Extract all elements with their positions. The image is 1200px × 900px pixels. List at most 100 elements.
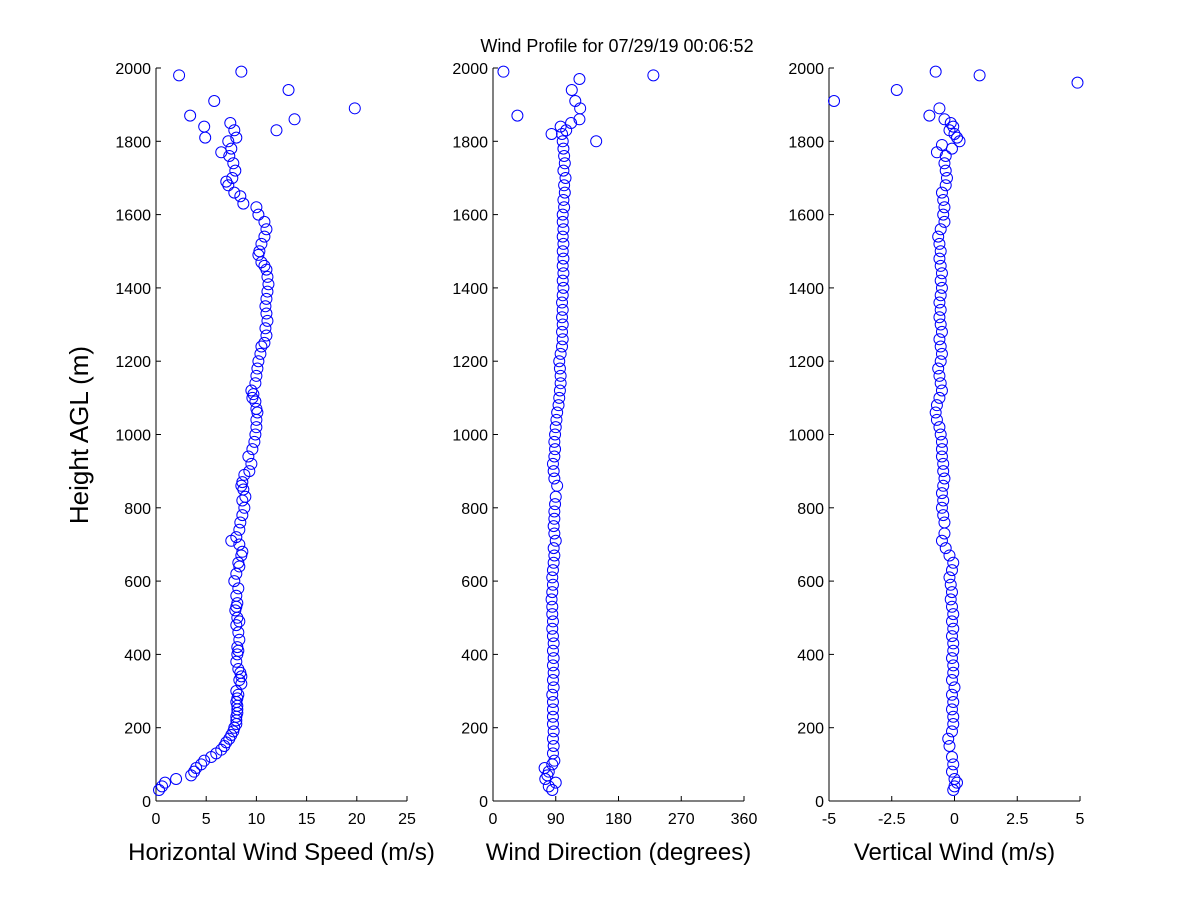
data-point [255,340,268,353]
data-point [557,223,570,236]
data-point [551,479,564,492]
data-point [228,186,241,199]
data-point [259,300,272,313]
data-point [945,751,958,764]
data-point [547,542,560,555]
data-point [947,556,960,569]
data-point [933,311,946,324]
data-point [546,615,559,628]
data-point [556,230,569,243]
figure-title: Wind Profile for 07/29/19 00:06:52 [480,36,753,56]
data-point [249,395,262,408]
x-tick-label: 0 [152,811,161,828]
data-point [933,391,946,404]
data-point [236,509,249,522]
data-point [548,450,561,463]
data-point [236,545,249,558]
data-point [937,193,950,206]
data-point [242,450,255,463]
data-point [935,186,948,199]
data-point [232,663,245,676]
data-point [234,190,247,203]
data-point [939,542,952,555]
data-point [261,314,274,327]
data-point [262,278,275,291]
data-point [546,571,559,584]
x-tick-label: 2.5 [1006,811,1028,828]
data-point [948,681,961,694]
data-point [236,476,249,489]
data-point [547,556,560,569]
data-point [933,369,946,382]
data-point [934,340,947,353]
data-point [934,223,947,236]
data-point [549,776,562,789]
data-point [156,780,169,793]
data-point [557,193,570,206]
data-point [248,435,261,448]
data-point [228,575,241,588]
data-point [948,780,961,793]
data-point [270,124,283,137]
data-point [938,215,951,228]
data-point [250,421,263,434]
data-point [250,369,263,382]
data-point [230,531,243,544]
data-point [935,281,948,294]
data-point [259,322,272,335]
data-point [554,347,567,360]
x-tick-label: -5 [822,811,836,828]
data-point [549,421,562,434]
data-point [546,710,559,723]
data-point [545,593,558,606]
data-point [944,593,957,606]
data-point [938,201,951,214]
data-point [226,171,239,184]
data-point [230,619,243,632]
data-point [547,520,560,533]
data-point [947,718,960,731]
data-point [245,457,258,470]
data-point [951,131,964,144]
y-tick-label: 1200 [115,354,151,371]
data-point [929,406,942,419]
x-axis-label: Vertical Wind (m/s) [854,839,1055,866]
data-point [250,201,263,214]
data-point [547,666,560,679]
data-point [944,116,957,129]
data-point [260,223,273,236]
data-point [232,582,245,595]
data-point [1071,76,1084,89]
data-point [230,589,243,602]
data-point [173,69,186,82]
data-point [556,303,569,316]
data-point [239,490,252,503]
data-point [228,124,241,137]
data-point [945,674,958,687]
data-point [223,149,236,162]
x-tick-label: 0 [489,811,498,828]
data-point [538,762,551,775]
data-point [933,333,946,346]
data-point [511,109,524,122]
data-point [556,135,569,148]
data-point [195,758,208,771]
data-point [573,72,586,85]
data-point [929,65,942,78]
y-tick-label: 800 [124,501,151,518]
y-tick-label: 1400 [115,281,151,298]
data-point [547,652,560,665]
y-tick-label: 1000 [788,428,824,445]
data-point [548,505,561,518]
data-point [549,534,562,547]
y-tick-label: 0 [479,794,488,811]
data-point [558,201,571,214]
data-point [548,549,561,562]
data-point [947,659,960,672]
data-point [231,597,244,610]
data-point [934,245,947,258]
data-point [548,435,561,448]
y-tick-label: 1800 [452,134,488,151]
data-point [229,164,242,177]
